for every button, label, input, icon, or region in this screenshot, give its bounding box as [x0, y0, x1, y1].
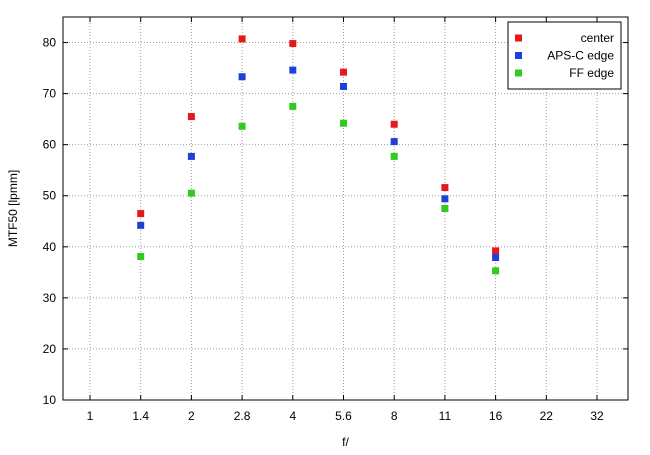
y-tick-label-70: 70	[43, 87, 57, 101]
point-center-f11	[441, 184, 449, 192]
point-center-f1-4	[137, 210, 145, 218]
point-ff-edge-f11	[441, 205, 449, 212]
point-ff-edge-f2-8	[238, 122, 246, 130]
point-center-f2	[187, 113, 195, 121]
tick-labels: 10 20 30 40 50 60 70 80 1 1.4 2 2.8 4 5.6 8 11 16 22 32	[43, 36, 604, 423]
legend-swatch-ff-edge	[515, 69, 522, 77]
legend: center APS-C edge FF edge	[507, 21, 622, 90]
legend-label-aps-c-edge: APS-C edge	[547, 49, 614, 63]
y-tick-label-50: 50	[43, 189, 57, 203]
legend-label-ff-edge: FF edge	[569, 66, 614, 80]
point-ff-edge-f5-6	[340, 119, 347, 127]
y-tick-label-20: 20	[43, 342, 57, 356]
point-center-f4	[289, 40, 297, 48]
point-ff-edge-f2	[187, 189, 195, 197]
point-aps-c-edge-f2	[187, 152, 195, 160]
x-tick-label-2-8: 2.8	[234, 409, 251, 423]
point-ff-edge-f1-4	[137, 253, 145, 261]
legend-label-center: center	[581, 31, 614, 45]
point-aps-c-edge-f5-6	[340, 82, 347, 90]
point-aps-c-edge-f16	[492, 254, 500, 262]
x-tick-label-8: 8	[391, 409, 398, 423]
point-center-f2-8	[238, 35, 246, 43]
point-center-f5-6	[340, 68, 347, 76]
point-center-f8	[390, 120, 398, 128]
y-tick-label-10: 10	[43, 393, 57, 407]
y-tick-label-60: 60	[43, 138, 57, 152]
axis-ticks	[63, 17, 628, 401]
x-tick-label-1: 1	[87, 409, 94, 423]
x-tick-label-16: 16	[489, 409, 503, 423]
point-aps-c-edge-f2-8	[238, 73, 246, 81]
legend-box	[507, 21, 622, 90]
y-tick-label-80: 80	[43, 36, 57, 50]
data-points	[137, 35, 500, 275]
x-tick-label-4: 4	[289, 409, 296, 423]
legend-swatch-center	[515, 34, 522, 42]
x-axis-title: f/	[342, 435, 349, 449]
x-tick-label-2: 2	[188, 409, 195, 423]
point-aps-c-edge-f11	[441, 195, 449, 203]
x-tick-label-22: 22	[540, 409, 554, 423]
x-tick-label-1-4: 1.4	[132, 409, 149, 423]
x-tick-label-5-6: 5.6	[335, 409, 352, 423]
point-ff-edge-f4	[289, 102, 297, 110]
point-center-f16	[492, 247, 500, 255]
y-tick-label-30: 30	[43, 291, 57, 305]
point-aps-c-edge-f4	[289, 66, 297, 74]
x-tick-label-11: 11	[439, 409, 452, 423]
point-ff-edge-f8	[390, 152, 398, 160]
x-tick-label-32: 32	[590, 409, 604, 423]
plot-frame	[62, 16, 629, 401]
y-tick-label-40: 40	[43, 240, 57, 254]
legend-swatch-aps-c-edge	[515, 52, 522, 59]
point-aps-c-edge-f1-4	[137, 221, 145, 229]
point-aps-c-edge-f8	[390, 138, 398, 146]
point-ff-edge-f16	[492, 267, 500, 275]
y-axis-title: MTF50 [lpmm]	[6, 170, 20, 247]
